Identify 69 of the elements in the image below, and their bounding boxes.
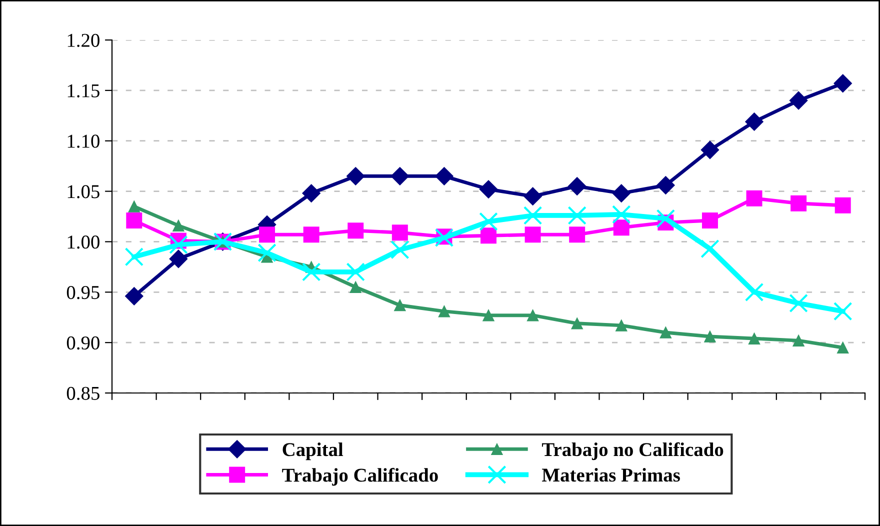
point (348, 222, 364, 239)
point (526, 309, 539, 322)
point (438, 305, 450, 318)
point (126, 212, 142, 229)
point (259, 226, 276, 243)
point (390, 166, 410, 186)
legend-label: Trabajo no Calificado (542, 442, 724, 460)
point (700, 140, 720, 160)
point (612, 205, 631, 224)
point (656, 209, 676, 228)
point (124, 286, 144, 306)
point (302, 262, 321, 282)
point (789, 91, 808, 110)
y-tick-label: 0.90 (66, 336, 100, 350)
y-tick-label: 1.10 (68, 134, 100, 148)
point (836, 342, 849, 354)
point (790, 195, 807, 212)
point (789, 294, 808, 313)
point (346, 262, 365, 282)
y-tick-label: 1.05 (68, 185, 100, 198)
point (745, 112, 764, 131)
point (169, 250, 188, 268)
point (568, 177, 586, 196)
point (392, 224, 408, 241)
point (744, 282, 764, 302)
y-tick-label: 1.00 (68, 236, 100, 249)
point (346, 166, 365, 186)
point (612, 184, 631, 202)
point (350, 281, 362, 294)
point (302, 184, 321, 202)
point (523, 206, 542, 225)
point (169, 235, 188, 254)
point (834, 197, 851, 214)
point (660, 326, 672, 338)
point (748, 332, 760, 344)
point (480, 228, 496, 244)
point (172, 220, 184, 232)
y-tick-label: 0.85 (66, 386, 100, 400)
point (258, 243, 276, 262)
point (303, 226, 320, 243)
legend-label: Trabajo Calificado (282, 468, 438, 486)
point (435, 166, 454, 186)
point (524, 187, 542, 206)
point (704, 330, 716, 342)
y-tick-label: 0.95 (66, 286, 100, 300)
point (833, 302, 852, 321)
point (571, 318, 583, 330)
point (700, 239, 720, 258)
point (524, 226, 541, 243)
point (834, 74, 852, 93)
point (569, 226, 586, 243)
point (702, 212, 718, 229)
point (128, 200, 140, 212)
point (613, 220, 630, 236)
point (390, 240, 410, 260)
point (394, 299, 406, 312)
legend-label: Materias Primas (542, 468, 680, 482)
point (792, 334, 804, 346)
y-tick-label: 1.20 (68, 34, 100, 48)
point (656, 176, 675, 194)
point (479, 212, 498, 231)
point (482, 309, 494, 322)
point (746, 190, 762, 206)
point (568, 206, 586, 225)
point (479, 180, 498, 198)
point (615, 320, 628, 332)
legend-label: Capital (282, 442, 344, 460)
y-tick-label: 1.15 (68, 84, 100, 98)
point (124, 247, 144, 266)
